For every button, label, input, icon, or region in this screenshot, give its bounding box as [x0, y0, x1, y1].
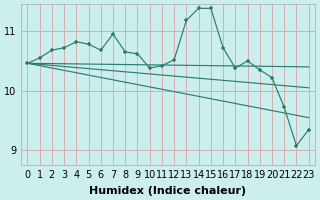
X-axis label: Humidex (Indice chaleur): Humidex (Indice chaleur)	[90, 186, 247, 196]
